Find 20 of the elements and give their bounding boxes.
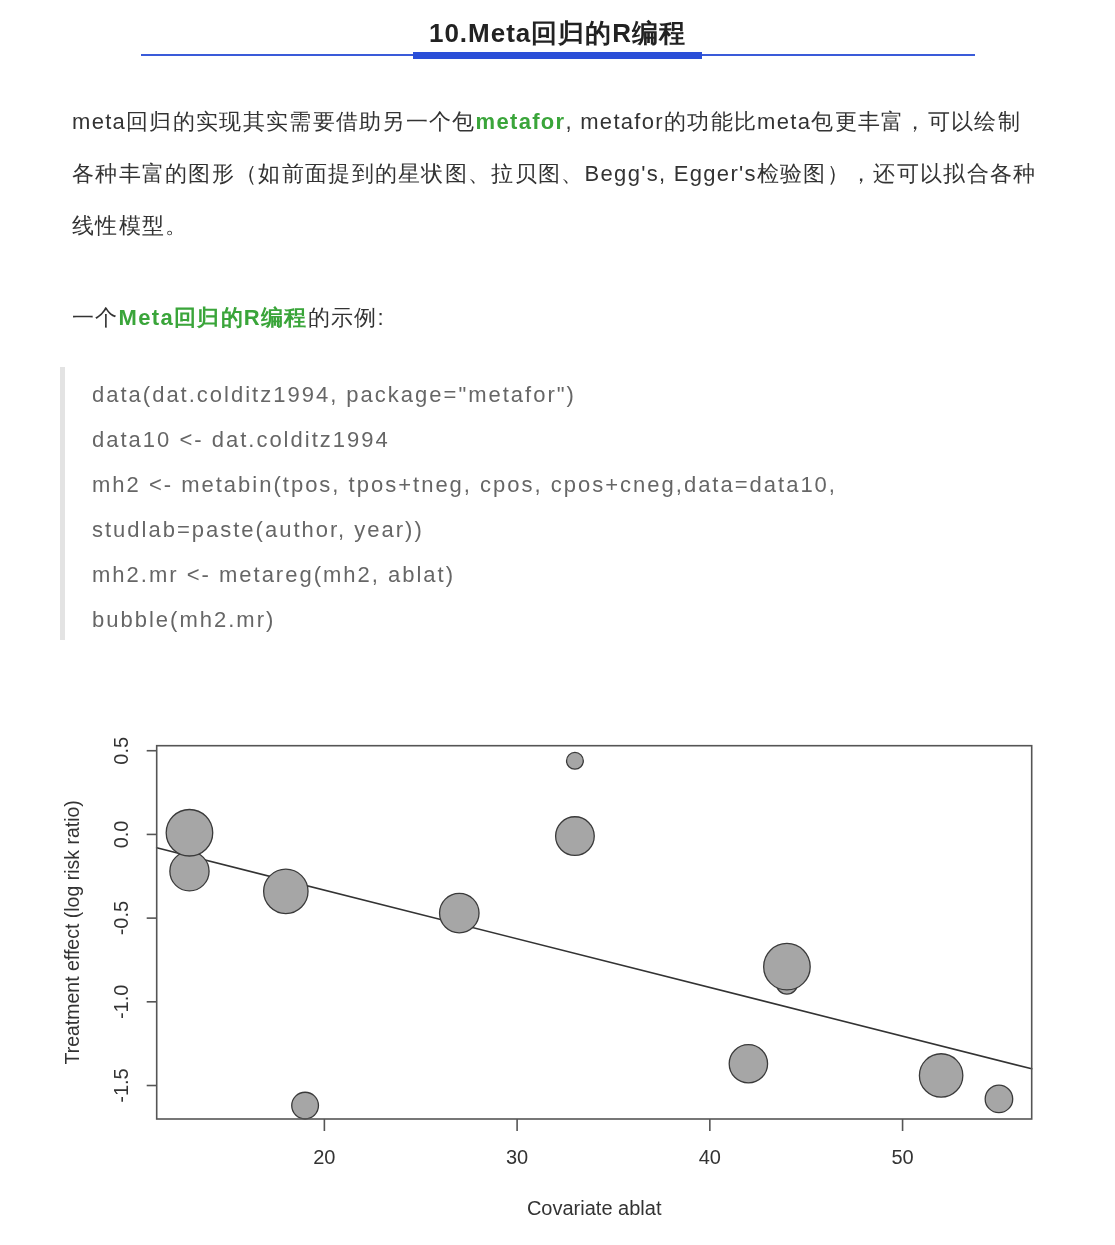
y-tick-label: 0.5: [110, 736, 132, 765]
text: bubble(mh2.mr): [92, 607, 276, 632]
y-tick-label: -0.5: [110, 900, 132, 936]
text: data(dat.colditz1994, package="metafor"): [92, 382, 576, 407]
text: 一个Meta回归的R编程的示例:: [72, 305, 385, 330]
x-tick-label: 20: [313, 1146, 336, 1168]
x-tick-label: 50: [891, 1146, 914, 1168]
text: mh2 <- metabin(tpos, tpos+tneg, cpos, cpos+cneg,data=data10,: [92, 472, 837, 497]
y-tick-label: 0.0: [110, 820, 132, 849]
y-tick-label: -1.5: [110, 1068, 132, 1103]
text: meta回归的实现其实需要借助另一个包metafor, metafor的功能比meta包更丰富，可以绘制各种丰富的图形（如前面提到的星状图、拉贝图、Begg's, Egger's检验图），还可以拟合各种线性模型。: [72, 109, 1037, 238]
text: studlab=paste(author, year)): [92, 517, 424, 542]
y-axis-title: Treatment effect (log risk ratio): [61, 800, 83, 1065]
y-tick-label: -1.0: [110, 984, 132, 1020]
text: mh2.mr <- metareg(mh2, ablat): [92, 562, 456, 587]
text: data10 <- dat.colditz1994: [92, 427, 390, 452]
x-tick-label: 40: [698, 1146, 721, 1168]
x-axis-title: Covariate ablat: [526, 1197, 662, 1219]
chart-title: 10.Meta回归的R编程: [428, 17, 687, 49]
x-tick-label: 30: [505, 1146, 529, 1168]
